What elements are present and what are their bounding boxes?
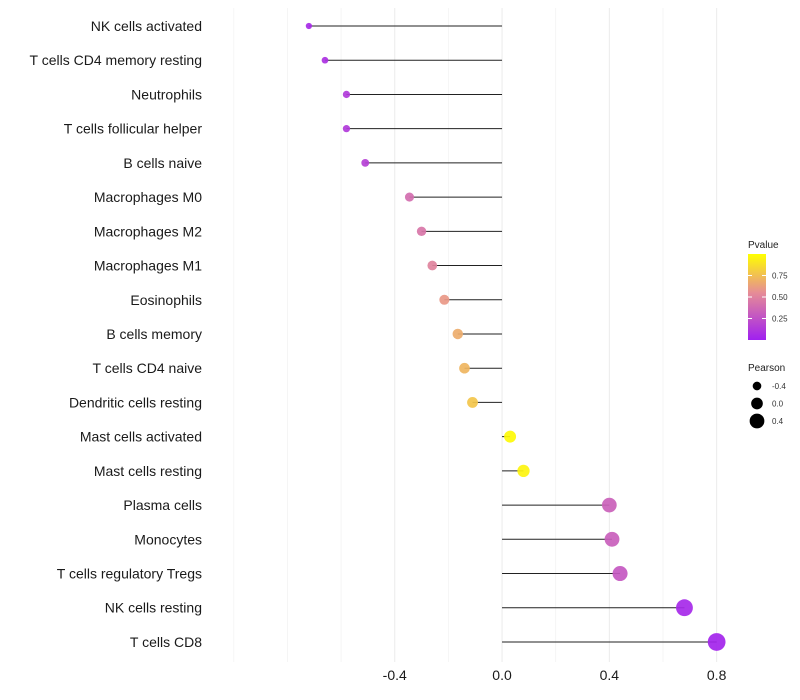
category-label: T cells follicular helper	[64, 121, 203, 137]
category-label: B cells memory	[106, 326, 202, 342]
size-key-label: 0.0	[772, 400, 784, 409]
lollipop-point	[404, 192, 415, 202]
lollipop-point	[676, 599, 693, 617]
pearson-legend-title: Pearson	[748, 363, 785, 374]
colorbar-tick-label: 0.25	[772, 315, 788, 324]
lollipop-point	[321, 56, 329, 64]
category-label: Macrophages M1	[94, 258, 202, 274]
lollipop-point	[504, 430, 517, 443]
lollipop-point	[416, 226, 427, 237]
lollipop-point	[459, 362, 470, 374]
pearson-size-keys: -0.4 0.0 0.4	[749, 381, 786, 429]
category-label: Mast cells activated	[80, 429, 202, 445]
category-label: Macrophages M0	[94, 189, 202, 205]
lollipop-point	[342, 125, 351, 133]
category-label: Macrophages M2	[94, 223, 202, 239]
category-label: Plasma cells	[123, 497, 202, 513]
pearson-legend: Pearson -0.4 0.0 0.4	[748, 363, 786, 429]
pvalue-colorbar-ticks: 0.25 0.50 0.75	[748, 272, 788, 324]
x-tick-label: -0.4	[383, 667, 407, 683]
colorbar-tick-label: 0.75	[772, 272, 788, 281]
y-axis-labels: NK cells activated T cells CD4 memory res…	[30, 18, 203, 650]
category-label: Neutrophils	[131, 86, 202, 102]
category-label: Mast cells resting	[94, 463, 202, 479]
category-label: Dendritic cells resting	[69, 394, 202, 410]
lollipop-point	[517, 464, 530, 478]
points-layer	[305, 22, 726, 651]
category-label: T cells CD4 memory resting	[30, 52, 202, 68]
category-label: NK cells resting	[105, 600, 202, 616]
category-label: NK cells activated	[91, 18, 202, 34]
lollipop-point	[427, 260, 438, 271]
grid-layer	[233, 8, 718, 662]
size-key-dot	[749, 413, 765, 429]
size-key-dot	[752, 381, 762, 391]
pvalue-legend: Pvalue 0.25 0.50 0.75	[748, 240, 788, 340]
category-label: Monocytes	[134, 531, 202, 547]
lollipop-point	[342, 90, 351, 99]
pvalue-legend-title: Pvalue	[748, 240, 779, 251]
pvalue-colorbar	[748, 254, 766, 340]
lollipop-point	[452, 328, 463, 340]
size-key-label: 0.4	[772, 417, 784, 426]
x-tick-label: 0.4	[600, 667, 620, 683]
x-axis-ticks: -0.4 0.0 0.4 0.8	[383, 667, 727, 683]
lollipop-point	[604, 531, 620, 547]
category-label: T cells CD4 naive	[93, 360, 203, 376]
category-label: T cells regulatory Tregs	[57, 566, 202, 582]
lollipop-point	[439, 294, 450, 305]
lollipop-point	[707, 633, 726, 651]
lollipop-point	[305, 22, 313, 30]
size-key-label: -0.4	[772, 382, 786, 391]
size-key-dot	[751, 397, 763, 410]
lollipop-point	[612, 565, 628, 582]
lollipop-point	[361, 158, 370, 167]
lollipop-point	[467, 396, 478, 408]
category-label: T cells CD8	[130, 634, 202, 650]
x-tick-label: 0.0	[492, 667, 512, 683]
colorbar-tick-label: 0.50	[772, 293, 788, 302]
x-tick-label: 0.8	[707, 667, 727, 683]
category-label: Eosinophils	[130, 292, 202, 308]
category-label: B cells naive	[123, 155, 202, 171]
lollipop-point	[601, 497, 617, 513]
stems-layer	[308, 25, 717, 643]
